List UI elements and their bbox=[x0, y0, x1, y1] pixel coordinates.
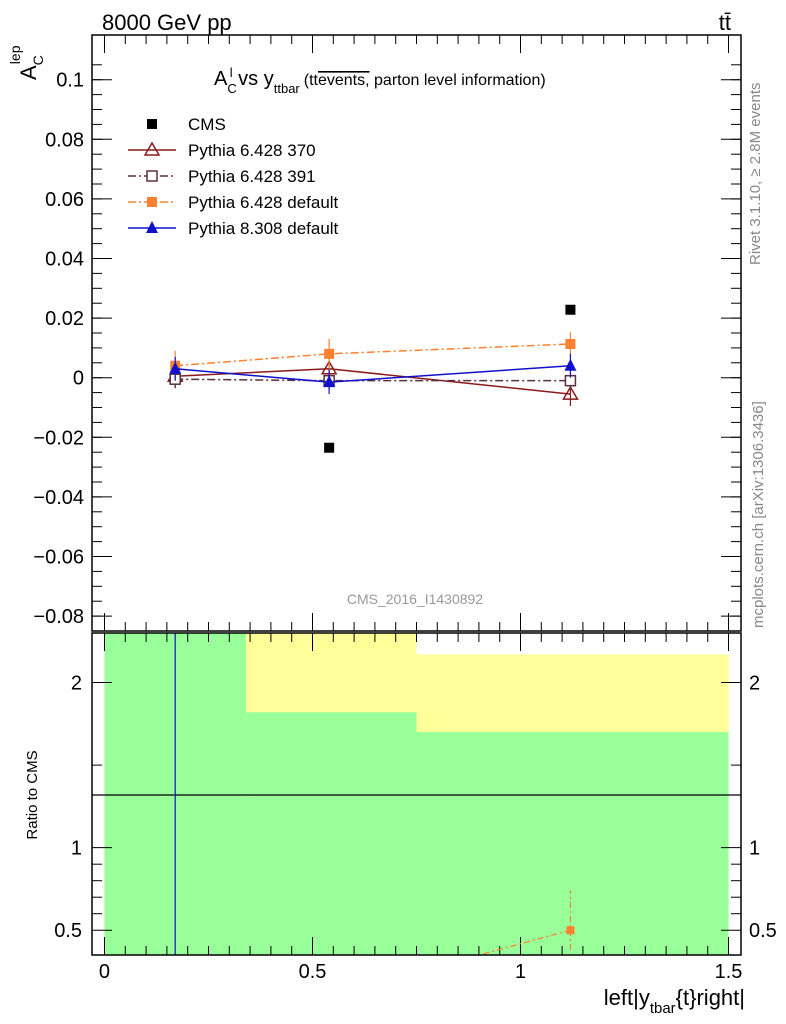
x-tick-label: 0.5 bbox=[299, 961, 327, 983]
series-line bbox=[175, 343, 571, 367]
main-y-tick-label: −0.02 bbox=[33, 427, 84, 449]
legend-item: Pythia 8.308 default bbox=[128, 219, 339, 238]
data-point bbox=[565, 304, 576, 315]
ratio-y-tick-labels: 0.5 0.5 1 1 2 2 bbox=[54, 673, 777, 943]
y-axis-label: AClep bbox=[7, 45, 46, 80]
data-point bbox=[564, 358, 577, 371]
legend-marker bbox=[146, 170, 158, 182]
rivet-label: Rivet 3.1.10, ≥ 2.8M events bbox=[747, 83, 764, 266]
x-tick-labels: 0 0.5 1 1.5 bbox=[99, 961, 743, 983]
data-point bbox=[169, 361, 182, 374]
legend-item: CMS bbox=[147, 115, 226, 134]
ratio-point-pythia-6-428-default bbox=[478, 890, 575, 956]
ratio-y-tick-label-right: 2 bbox=[749, 673, 760, 695]
x-tick-label: 1 bbox=[515, 961, 526, 983]
series-line bbox=[175, 378, 571, 382]
legend-label: Pythia 6.428 370 bbox=[188, 141, 316, 160]
data-point bbox=[324, 348, 335, 359]
main-y-tick-label: −0.04 bbox=[33, 487, 84, 509]
main-y-tick-label: 0.08 bbox=[45, 129, 84, 151]
legend-item: Pythia 6.428 391 bbox=[128, 167, 316, 186]
legend-label: Pythia 6.428 391 bbox=[188, 167, 316, 186]
data-point bbox=[323, 375, 336, 388]
main-y-tick-label: 0.02 bbox=[45, 308, 84, 330]
data-point bbox=[565, 339, 576, 350]
series-pythia-8-308-default bbox=[169, 353, 577, 395]
ratio-y-tick-label: 2 bbox=[71, 673, 82, 695]
svg-text:AClep: AClep bbox=[7, 45, 46, 80]
main-y-tick-label: 0.1 bbox=[56, 70, 84, 92]
ratio-y-axis-label: Ratio to CMS bbox=[24, 750, 41, 839]
ratio-green-band bbox=[416, 732, 729, 955]
svg-text:mcplots.cern.ch [arXiv:1306.34: mcplots.cern.ch [arXiv:1306.3436] bbox=[750, 401, 767, 628]
ratio-points-layer bbox=[174, 633, 575, 956]
x-axis-label: left|ytbar{t}right| bbox=[604, 985, 745, 1017]
legend-label: CMS bbox=[188, 115, 226, 134]
ratio-bands bbox=[104, 633, 729, 955]
legend-marker bbox=[147, 119, 157, 129]
mcplots-label: mcplots.cern.ch [arXiv:1306.3436] bbox=[750, 401, 767, 628]
analysis-id: CMS_2016_I1430892 bbox=[347, 591, 483, 607]
ratio-y-tick-label-right: 0.5 bbox=[749, 920, 777, 942]
svg-text:Rivet 3.1.10, ≥ 2.8M events: Rivet 3.1.10, ≥ 2.8M events bbox=[747, 83, 764, 266]
main-panel: −0.08 −0.06 −0.04 −0.02 0 0.02 0.04 0.06 0.08 0.1… bbox=[7, 34, 742, 632]
main-y-tick-labels: −0.08 −0.06 −0.04 −0.02 0 0.02 0.04 0.06 0.08 0.1 bbox=[33, 70, 84, 628]
main-series-layer bbox=[166, 304, 579, 453]
ratio-y-tick-label-right: 1 bbox=[749, 838, 760, 860]
ratio-y-tick-label: 0.5 bbox=[54, 920, 82, 942]
data-point bbox=[562, 385, 579, 400]
legend-item: Pythia 6.428 default bbox=[128, 193, 339, 212]
svg-text:Ratio to CMS: Ratio to CMS bbox=[24, 750, 41, 839]
ratio-green-band bbox=[245, 712, 417, 955]
legend-label: Pythia 6.428 default bbox=[188, 193, 339, 212]
main-title: ACl vs yttbar (ttevents, parton level inf… bbox=[214, 65, 546, 96]
data-point bbox=[324, 442, 335, 453]
ratio-y-tick-label: 1 bbox=[71, 838, 82, 860]
legend-marker bbox=[143, 141, 161, 156]
series-pythia-6-428-370 bbox=[166, 359, 579, 407]
main-y-tick-label: −0.08 bbox=[33, 606, 84, 628]
main-y-tick-label: 0.06 bbox=[45, 189, 84, 211]
ratio-panel: 0.5 0.5 1 1 2 2 Ratio to CMS bbox=[24, 632, 777, 956]
legend-marker bbox=[147, 197, 157, 207]
legend: CMS Pythia 6.428 370 Pythia 6.428 391 Pythi… bbox=[128, 115, 339, 238]
ratio-marker bbox=[566, 926, 575, 935]
header-right: tt̄ bbox=[719, 10, 731, 35]
x-tick-label: 0 bbox=[99, 961, 110, 983]
ratio-plot-frame bbox=[91, 632, 742, 956]
ratio-axis-ticks bbox=[92, 633, 741, 955]
x-tick-label: 1.5 bbox=[715, 961, 743, 983]
main-y-tick-label: −0.06 bbox=[33, 547, 84, 569]
ratio-line bbox=[478, 929, 571, 956]
legend-label: Pythia 8.308 default bbox=[188, 219, 339, 238]
legend-marker bbox=[146, 221, 158, 233]
main-y-tick-label: 0.04 bbox=[45, 249, 84, 271]
legend-item: Pythia 6.428 370 bbox=[128, 141, 316, 160]
main-axis-ticks bbox=[92, 35, 741, 631]
main-y-tick-label: 0 bbox=[73, 368, 84, 390]
header-left: 8000 GeV pp bbox=[102, 10, 232, 35]
